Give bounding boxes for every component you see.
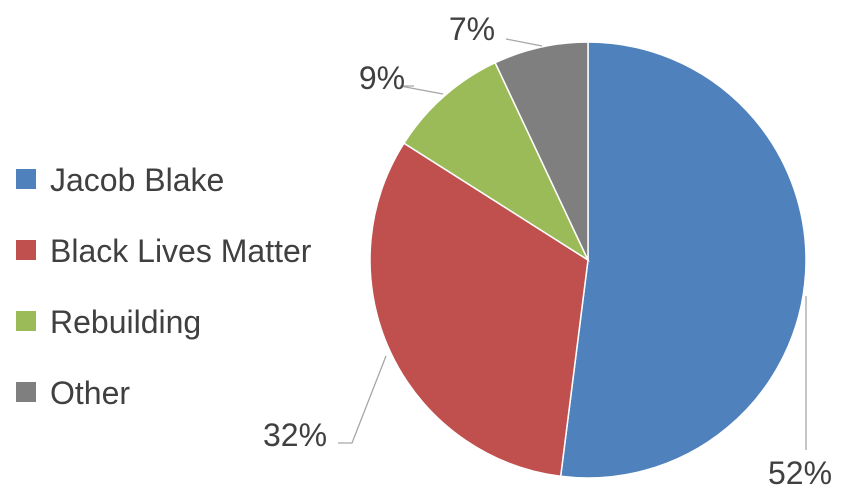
legend-swatch-black-lives-matter — [16, 240, 36, 260]
leader-line-other — [505, 38, 543, 47]
legend-swatch-jacob-blake — [16, 169, 36, 189]
leader-line-black-lives-matter — [338, 355, 387, 444]
legend-swatch-other — [16, 382, 36, 402]
legend: Jacob Blake Black Lives Matter Rebuilding O… — [16, 162, 312, 411]
legend-label-rebuilding: Rebuilding — [50, 304, 201, 340]
legend-label-jacob-blake: Jacob Blake — [50, 162, 224, 198]
pie-slice-jacob-blake — [559, 41, 807, 479]
pie-slice-other — [494, 41, 589, 261]
legend-label-other: Other — [50, 375, 130, 411]
legend-swatch-rebuilding — [16, 311, 36, 331]
data-label-black-lives-matter: 32% — [263, 417, 327, 453]
pie-slices — [369, 41, 807, 479]
leader-lines — [338, 38, 807, 450]
pie-slice-rebuilding — [402, 61, 590, 263]
data-label-other: 7% — [449, 11, 495, 47]
leader-line-rebuilding — [399, 85, 444, 95]
data-label-jacob-blake: 52% — [768, 455, 832, 491]
pie-slice-black-lives-matter — [369, 142, 589, 478]
legend-label-black-lives-matter: Black Lives Matter — [50, 233, 312, 269]
data-labels: 52% 32% 9% 7% — [263, 11, 832, 491]
data-label-rebuilding: 9% — [359, 60, 405, 96]
